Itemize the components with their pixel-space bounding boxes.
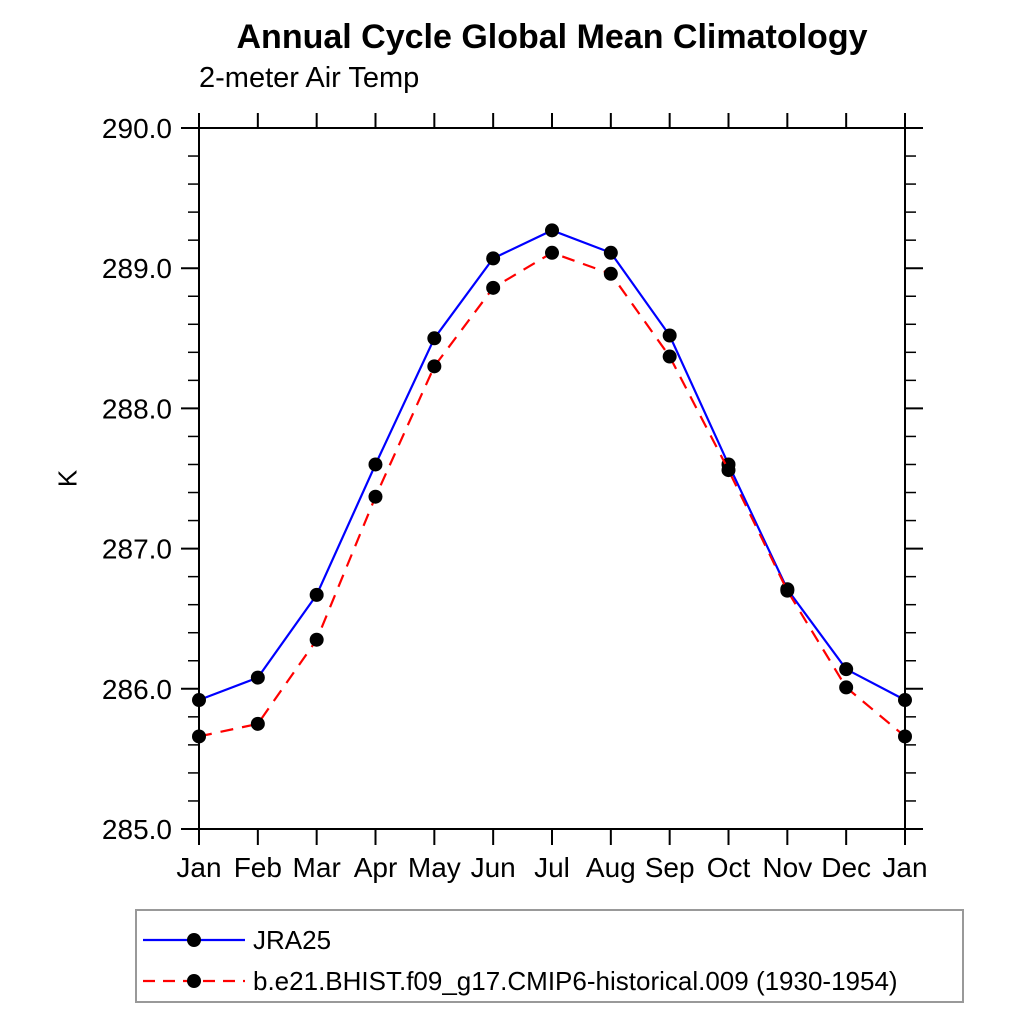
legend-item-model: b.e21.BHIST.f09_g17.CMIP6-historical.009… bbox=[141, 960, 962, 1001]
data-point-marker bbox=[898, 693, 912, 708]
data-point-marker bbox=[368, 457, 383, 472]
x-tick-label: Sep bbox=[645, 852, 695, 883]
data-point-marker bbox=[839, 680, 854, 695]
x-tick-label: Dec bbox=[821, 852, 871, 883]
x-tick-label: Jun bbox=[471, 852, 516, 883]
data-point-marker bbox=[309, 587, 324, 602]
data-point-marker bbox=[427, 331, 442, 346]
series-line-jra25 bbox=[198, 229, 906, 702]
data-point-marker bbox=[603, 266, 618, 281]
x-tick-label: Aug bbox=[586, 852, 636, 883]
data-point-marker bbox=[427, 359, 442, 374]
y-tick-label: 286.0 bbox=[102, 674, 172, 705]
legend-label-jra25: JRA25 bbox=[253, 924, 332, 955]
legend-line-sample-dashed bbox=[143, 973, 245, 988]
data-point-marker bbox=[309, 632, 324, 647]
x-tick-label: Jul bbox=[534, 852, 570, 883]
chart-subtitle: 2-meter Air Temp bbox=[199, 62, 420, 94]
data-point-marker bbox=[662, 328, 677, 343]
data-point-marker bbox=[603, 245, 618, 260]
data-point-marker bbox=[250, 670, 265, 685]
data-point-marker bbox=[486, 251, 501, 266]
legend-marker-icon bbox=[187, 973, 201, 988]
series-line-model bbox=[198, 251, 906, 738]
data-point-marker bbox=[721, 463, 736, 478]
data-point-marker bbox=[192, 693, 206, 708]
data-point-marker bbox=[486, 280, 501, 295]
data-point-marker bbox=[898, 729, 912, 744]
data-point-marker bbox=[662, 349, 677, 364]
x-tick-label: Feb bbox=[234, 852, 282, 883]
y-tick-label: 285.0 bbox=[102, 814, 172, 845]
chart-title: Annual Cycle Global Mean Climatology bbox=[236, 18, 868, 56]
data-point-marker bbox=[545, 245, 559, 260]
data-point-marker bbox=[780, 583, 795, 598]
x-tick-label: Jan bbox=[882, 852, 927, 883]
data-point-marker bbox=[250, 716, 265, 731]
data-point-marker bbox=[839, 662, 854, 677]
x-tick-label: Jan bbox=[176, 852, 221, 883]
data-point-marker bbox=[368, 489, 383, 504]
y-tick-label: 290.0 bbox=[102, 113, 172, 144]
y-tick-label: 289.0 bbox=[102, 253, 172, 284]
legend-marker-icon bbox=[187, 932, 201, 947]
legend-line-sample-solid bbox=[143, 932, 245, 947]
legend-item-jra25: JRA25 bbox=[141, 919, 962, 960]
legend-box: JRA25 b.e21.BHIST.f09_g17.CMIP6-historic… bbox=[135, 909, 964, 1003]
x-tick-label: Nov bbox=[762, 852, 812, 883]
y-tick-label: 288.0 bbox=[102, 393, 172, 424]
x-tick-label: May bbox=[408, 852, 461, 883]
data-point-marker bbox=[192, 729, 206, 744]
y-tick-label: 287.0 bbox=[102, 534, 172, 565]
data-point-marker bbox=[545, 223, 559, 238]
x-tick-label: Oct bbox=[707, 852, 751, 883]
x-tick-label: Apr bbox=[354, 852, 398, 883]
x-tick-label: Mar bbox=[293, 852, 341, 883]
legend-label-model: b.e21.BHIST.f09_g17.CMIP6-historical.009… bbox=[253, 965, 898, 996]
